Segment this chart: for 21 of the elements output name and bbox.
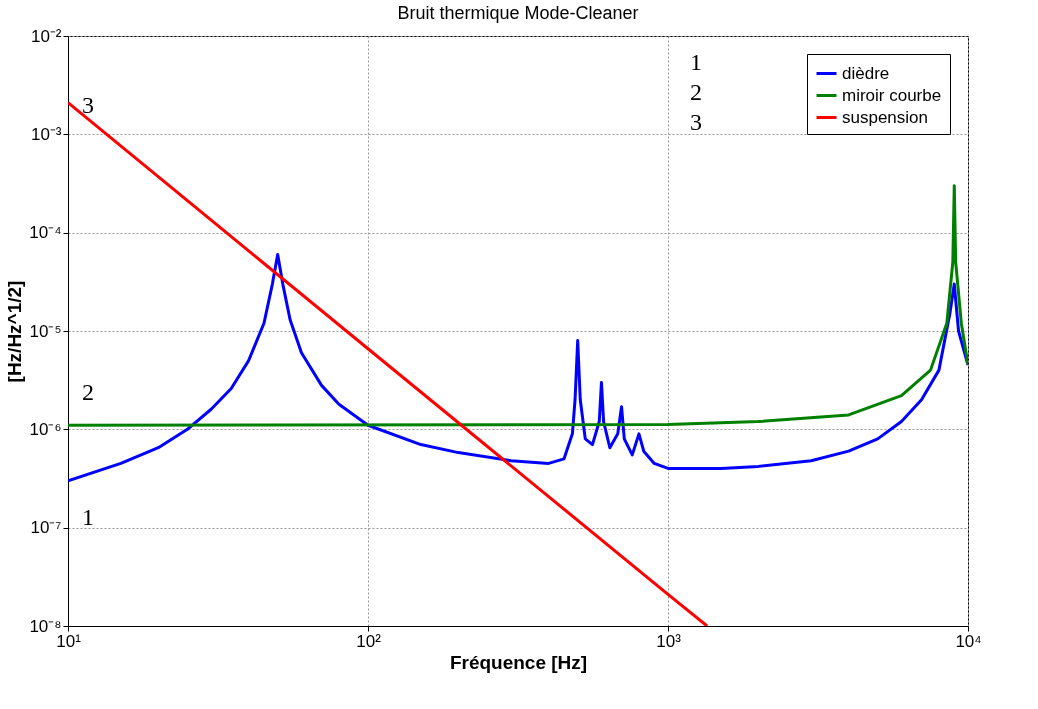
x-tick-label: 10² [356, 631, 382, 651]
x-axis-title: Fréquence [Hz] [449, 651, 588, 673]
y-tick-label: 10⁻² [30, 26, 62, 46]
y-tick-label: 10⁻⁵ [29, 321, 62, 341]
y-tick-label: 10⁻³ [30, 124, 62, 144]
chart-title: Bruit thermique Mode-Cleaner [397, 3, 639, 23]
y-tick-label: 10⁻⁷ [30, 518, 62, 538]
annotation: 3 [690, 109, 702, 135]
y-tick-label: 10⁻⁶ [29, 419, 62, 439]
annotation: 1 [82, 504, 94, 530]
annotation: 1 [690, 49, 702, 75]
x-tick-label: 10³ [656, 631, 682, 651]
y-axis-title: [Hz/Hz^1/2] [4, 280, 26, 383]
legend-label: dièdre [842, 63, 890, 83]
annotation: 2 [690, 79, 702, 105]
annotation: 2 [82, 379, 94, 405]
legend-label: suspension [842, 107, 929, 127]
y-tick-label: 10⁻⁴ [29, 223, 62, 243]
x-tick-label: 10⁴ [955, 631, 982, 651]
legend-label: miroir courbe [842, 85, 942, 105]
annotation: 3 [82, 92, 94, 118]
